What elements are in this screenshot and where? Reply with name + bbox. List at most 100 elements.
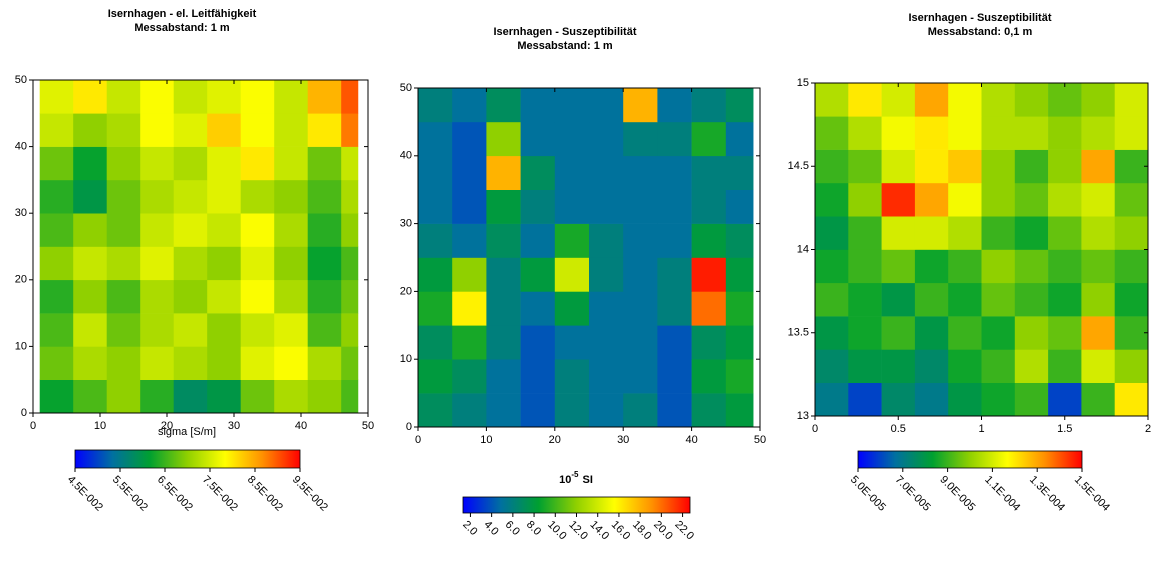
heatmap-cell: [691, 223, 727, 258]
y-tick-label: 13: [797, 410, 809, 422]
x-tick-label: 0.5: [891, 423, 906, 435]
heatmap-cell: [1114, 149, 1149, 184]
heatmap-cell: [452, 88, 487, 123]
chart-title: Messabstand: 1 m: [134, 22, 230, 34]
heatmap-cell: [623, 223, 658, 258]
heatmap-cell: [173, 213, 208, 247]
heatmap-cell: [1048, 349, 1082, 383]
heatmap-cell: [418, 291, 453, 326]
heatmap-cell: [240, 80, 275, 114]
heatmap-cell: [1114, 116, 1149, 150]
heatmap-cell: [173, 346, 208, 380]
heatmap-cell: [207, 213, 241, 247]
heatmap-cell: [1081, 249, 1115, 284]
colorbar-tick-label: 18.0: [630, 519, 654, 543]
heatmap-cell: [240, 179, 275, 214]
heatmap-cell: [520, 189, 556, 224]
heatmap-cell: [1048, 249, 1082, 284]
heatmap-cell: [981, 349, 1016, 383]
heatmap-cell: [418, 189, 453, 224]
heatmap-cell: [39, 213, 74, 247]
chart-title: Messabstand: 1 m: [517, 40, 613, 52]
colorbar-tick-label: 9.5E-002: [290, 474, 330, 514]
x-tick-label: 0: [415, 434, 421, 446]
heatmap-cell: [140, 179, 174, 214]
heatmap-cell: [981, 282, 1016, 317]
y-tick-label: 50: [15, 74, 27, 86]
y-tick-label: 40: [15, 141, 27, 153]
heatmap-cell: [948, 316, 982, 350]
heatmap-cell: [240, 379, 275, 414]
heatmap-cell: [554, 223, 590, 258]
heatmap-cell: [207, 313, 241, 347]
heatmap-cell: [1081, 83, 1115, 117]
y-tick-label: 40: [400, 150, 412, 162]
colorbar-label-unit: SI: [582, 474, 592, 486]
heatmap-cell: [725, 325, 754, 360]
heatmap-cell: [452, 325, 487, 360]
heatmap-cell: [106, 213, 141, 247]
heatmap-cell: [140, 213, 174, 247]
colorbar-tick-label: 5.0E-005: [848, 474, 888, 514]
heatmap-cell: [691, 88, 727, 123]
heatmap-cell: [520, 223, 556, 258]
heatmap-cell: [815, 149, 849, 184]
heatmap-cell: [948, 149, 982, 184]
heatmap-cell: [554, 189, 590, 224]
heatmap-cell: [73, 313, 107, 347]
heatmap-cell: [207, 179, 241, 214]
heatmap-cell: [39, 146, 74, 181]
heatmap-cell: [657, 121, 692, 157]
heatmap-cell: [140, 146, 174, 181]
chart-title: Isernhagen - Suszeptibilität: [908, 12, 1051, 24]
colorbar-tick-label: 6.0: [503, 519, 522, 538]
heatmap-cell: [39, 379, 74, 414]
heatmap-cell: [815, 249, 849, 284]
heatmap-cell: [589, 359, 624, 394]
heatmap-cell: [452, 291, 487, 326]
colorbar-tick-label: 1.1E-004: [982, 474, 1022, 514]
y-tick-label: 0: [406, 421, 412, 433]
heatmap-cell: [981, 83, 1016, 117]
heatmap-cell: [140, 80, 174, 114]
x-tick-label: 10: [94, 420, 106, 432]
colorbar-tick-label: 6.5E-002: [155, 474, 195, 514]
heatmap-cell: [207, 113, 241, 147]
colorbar-tick-label: 22.0: [672, 519, 696, 543]
colorbar-tick-label: 7.5E-002: [200, 474, 240, 514]
heatmap-cell: [452, 257, 487, 292]
heatmap-cell: [1014, 116, 1049, 150]
heatmap-cell: [848, 149, 882, 184]
heatmap-cell: [657, 257, 692, 292]
heatmap-cell: [881, 182, 916, 217]
heatmap-cell: [948, 216, 982, 250]
heatmap-cell: [1081, 282, 1115, 317]
heatmap-cell: [623, 88, 658, 123]
colorbar-label-exponent: -5: [571, 470, 579, 479]
heatmap-cell: [341, 179, 359, 214]
heatmap-cell: [914, 216, 949, 250]
heatmap-cell: [418, 359, 453, 394]
x-tick-label: 0: [812, 423, 818, 435]
heatmap-cell: [307, 146, 342, 181]
heatmap-cell: [554, 291, 590, 326]
heatmap-cell: [73, 279, 107, 314]
heatmap-cell: [815, 83, 849, 117]
heatmap-cell: [106, 179, 141, 214]
heatmap-cell: [240, 146, 275, 181]
heatmap-cell: [914, 316, 949, 350]
heatmap-cell: [240, 346, 275, 380]
heatmap-cell: [106, 379, 141, 414]
heatmap-cell: [240, 279, 275, 314]
colorbar-tick-label: 1.5E-004: [1072, 474, 1112, 514]
heatmap-cell: [691, 121, 727, 157]
heatmap-cell: [486, 121, 521, 157]
colorbar-tick-label: 16.0: [609, 519, 633, 543]
heatmap-cell: [1114, 349, 1149, 383]
x-tick-label: 50: [754, 434, 766, 446]
heatmap-cell: [914, 382, 949, 417]
heatmap-cell: [914, 349, 949, 383]
heatmap-cell: [981, 249, 1016, 284]
heatmap-cell: [881, 316, 916, 350]
